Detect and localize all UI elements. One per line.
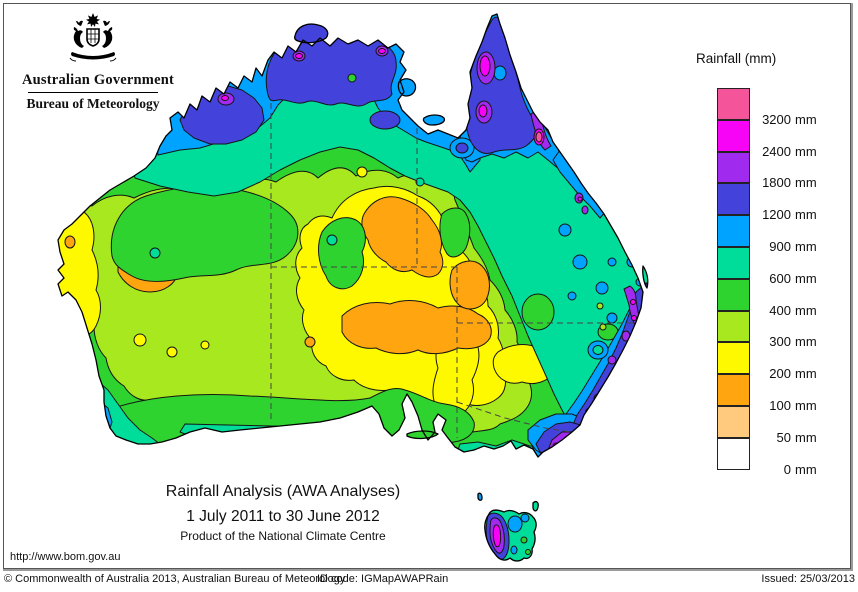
header-divider [28, 92, 158, 93]
legend-swatch-r1800 [717, 151, 750, 184]
legend-swatch-r400 [717, 278, 750, 311]
map-frame [3, 3, 851, 569]
coat-of-arms-icon [69, 13, 117, 62]
legend-swatch-r1200 [717, 183, 750, 216]
legend-swatch-r200 [717, 342, 750, 375]
legend-label-r300: 300 mm [769, 334, 817, 350]
legend-swatch-r600 [717, 247, 750, 279]
map-period: 1 July 2011 to 30 June 2012 [186, 508, 380, 525]
bom-url: http://www.bom.gov.au [10, 551, 121, 563]
issued-date: Issued: 25/03/2013 [761, 573, 855, 585]
legend-label-r200: 200 mm [769, 366, 817, 382]
legend-label-r1200: 1200 mm [762, 207, 817, 223]
coastline [57, 13, 649, 562]
government-name: Australian Government [22, 72, 175, 88]
legend-label-r1800: 1800 mm [762, 175, 817, 191]
legend-label-gte3200: 3200 mm [762, 111, 817, 127]
map-title: Rainfall Analysis (AWA Analyses) [165, 483, 401, 500]
legend-swatch-r900 [717, 215, 750, 247]
legend-swatch-r0 [717, 437, 750, 470]
government-header: Australian Government Bureau of Meteorol… [22, 12, 175, 112]
title-block: Rainfall Analysis (AWA Analyses) 1 July … [103, 483, 463, 543]
legend-title: Rainfall (mm) [696, 51, 777, 66]
legend-label-r100: 100 mm [769, 398, 817, 413]
legend-swatch-r300 [717, 310, 750, 343]
legend-swatches: 3200 mm 2400 mm 1800 mm 1200 mm 900 mm 600 mm 400 mm 3… [717, 88, 837, 477]
legend-swatch-gte3200 [717, 88, 750, 120]
state-borders [270, 103, 640, 438]
map-product: Product of the National Climate Centre [180, 529, 386, 543]
legend-swatch-r50 [717, 406, 750, 438]
legend-label-r600: 600 mm [769, 270, 817, 286]
legend-swatch-r2400 [717, 119, 750, 152]
legend-label-r2400: 2400 mm [762, 143, 817, 159]
id-code: ID code: IGMapAWAPRain [317, 573, 449, 585]
legend-swatch-r100 [717, 374, 750, 406]
bureau-name: Bureau of Meteorology [26, 96, 160, 111]
copyright-text: © Commonwealth of Australia 2013, Austra… [4, 573, 346, 585]
legend-label-r400: 400 mm [769, 302, 817, 318]
legend-label-r900: 900 mm [769, 239, 817, 254]
legend-label-r0: 0 mm [783, 461, 817, 477]
legend-label-r50: 50 mm [776, 429, 817, 445]
